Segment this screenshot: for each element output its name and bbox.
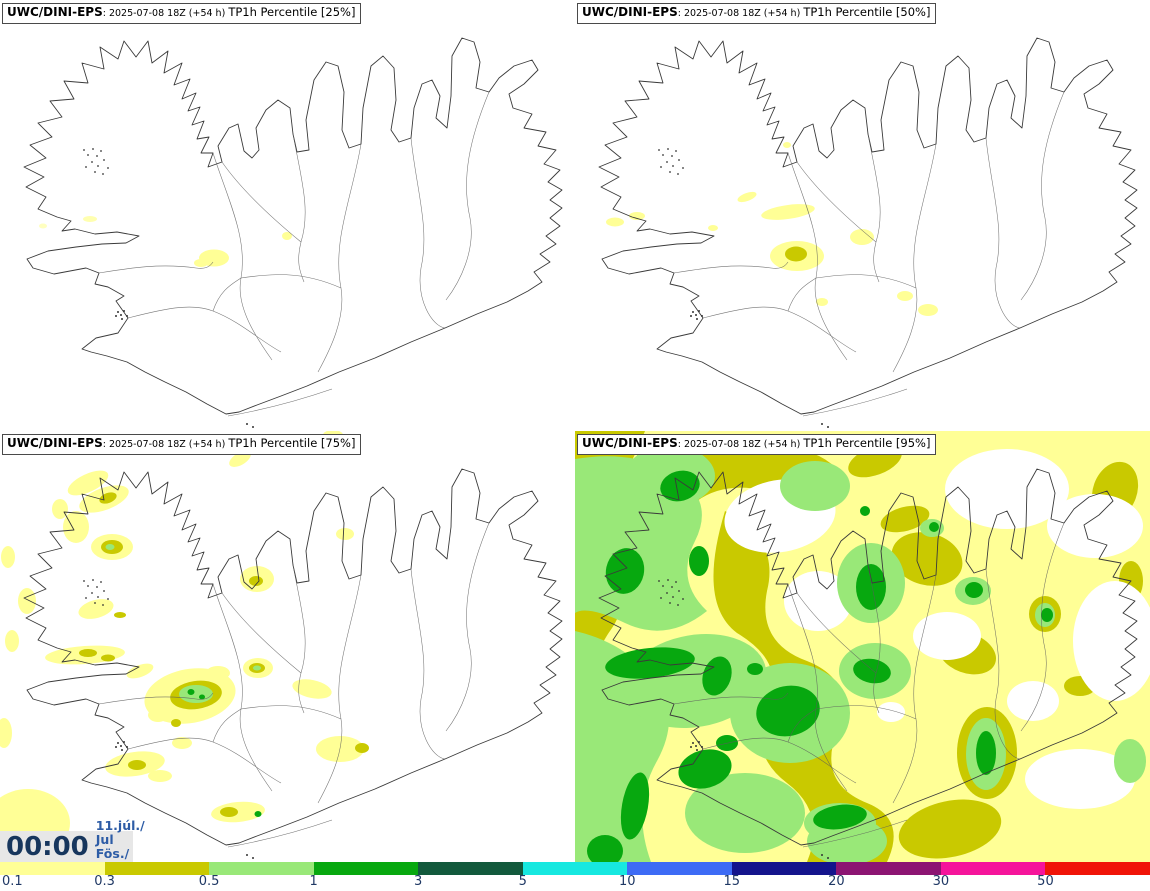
map-svg-95	[575, 431, 1150, 862]
param-label: TP1h Percentile [25%]	[228, 5, 356, 19]
legend-label: 0.3	[94, 874, 115, 889]
run-info: : 2025-07-08 18Z (+54 h)	[102, 439, 229, 450]
panel-title: UWC/DINI-EPS: 2025-07-08 18Z (+54 h) TP1…	[577, 3, 937, 24]
valid-time-box: 00:00 11.júl./ Jul Fös./ Fri	[0, 818, 145, 874]
panel-title: UWC/DINI-EPS: 2025-07-08 18Z (+54 h) TP1…	[2, 434, 362, 455]
panel-percentile-95: UWC/DINI-EPS: 2025-07-08 18Z (+54 h) TP1…	[575, 431, 1150, 862]
legend-seg-50	[1045, 862, 1150, 875]
legend-label: 30	[932, 874, 950, 889]
legend-seg-0.1	[0, 862, 105, 875]
model-name: UWC/DINI-EPS	[7, 5, 103, 19]
legend-label: 0.5	[198, 874, 220, 889]
legend-label: 50	[1037, 874, 1054, 889]
legend-seg-0.3	[104, 862, 210, 875]
panel-percentile-25: UWC/DINI-EPS: 2025-07-08 18Z (+54 h) TP1…	[0, 0, 575, 431]
model-name: UWC/DINI-EPS	[582, 436, 678, 450]
legend-seg-20	[836, 862, 941, 875]
valid-date-line: 11.júl./ Jul	[95, 817, 145, 847]
map-svg-75	[0, 431, 563, 862]
legend-label: 1	[309, 874, 318, 889]
legend-label: 10	[618, 874, 636, 889]
colorbar	[0, 862, 1150, 875]
panel-percentile-75: UWC/DINI-EPS: 2025-07-08 18Z (+54 h) TP1…	[0, 431, 575, 862]
param-label: TP1h Percentile [95%]	[803, 436, 931, 450]
legend-seg-5	[522, 862, 628, 875]
map-svg-25	[23, 37, 563, 429]
valid-time: 00:00	[6, 831, 89, 862]
legend-seg-15	[731, 862, 837, 875]
legend-seg-1	[313, 862, 419, 875]
model-name: UWC/DINI-EPS	[582, 5, 678, 19]
legend-seg-3	[418, 862, 523, 875]
precip-field-95	[575, 431, 1150, 862]
precip-field-25	[39, 216, 292, 267]
precip-field-50	[606, 142, 938, 316]
legend-label: 20	[828, 874, 845, 889]
panel-title: UWC/DINI-EPS: 2025-07-08 18Z (+54 h) TP1…	[577, 434, 937, 455]
param-label: TP1h Percentile [75%]	[228, 436, 356, 450]
model-name: UWC/DINI-EPS	[7, 436, 103, 450]
legend-label: 0.1	[2, 874, 23, 889]
legend-seg-0.5	[209, 862, 314, 875]
run-info: : 2025-07-08 18Z (+54 h)	[102, 8, 229, 19]
param-label: TP1h Percentile [50%]	[803, 5, 931, 19]
precip-field-75	[0, 431, 369, 862]
legend-label: 5	[518, 874, 527, 889]
map-svg-50	[598, 37, 1138, 429]
run-info: : 2025-07-08 18Z (+54 h)	[677, 439, 804, 450]
panel-title: UWC/DINI-EPS: 2025-07-08 18Z (+54 h) TP1…	[2, 3, 362, 24]
legend-seg-30	[940, 862, 1046, 875]
legend-label: 15	[723, 874, 741, 889]
colorbar-labels: 0.1 0.3 0.5 1 3 5 10 15 20 30 50	[0, 874, 1150, 891]
legend-seg-10	[627, 862, 732, 875]
legend-label: 3	[414, 874, 423, 889]
run-info: : 2025-07-08 18Z (+54 h)	[677, 8, 804, 19]
panel-percentile-50: UWC/DINI-EPS: 2025-07-08 18Z (+54 h) TP1…	[575, 0, 1150, 431]
